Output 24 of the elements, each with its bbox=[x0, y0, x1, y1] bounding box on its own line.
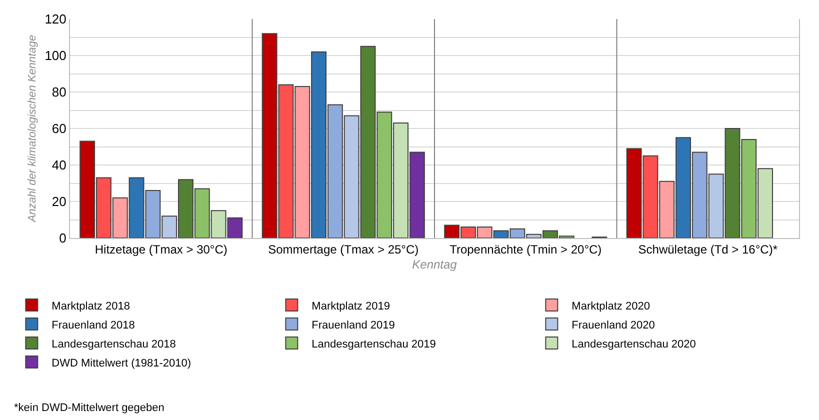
x-tick-label: Sommertage (Tmax > 25°C) bbox=[268, 242, 419, 256]
x-axis-title: Kenntag bbox=[412, 257, 458, 272]
x-tick-label: Schwületage (Td > 16°C)* bbox=[638, 242, 778, 256]
legend-label: Frauenland 2018 bbox=[52, 319, 135, 332]
y-tick-label: 0 bbox=[59, 230, 66, 246]
y-axis-title: Anzahl der klimatologischen Kenntage bbox=[26, 34, 38, 224]
legend-label: Frauenland 2020 bbox=[572, 319, 655, 332]
legend-label: Marktplatz 2018 bbox=[52, 300, 130, 312]
legend-label: DWD Mittelwert (1981-2010) bbox=[52, 357, 192, 370]
text: *kein DWD-Mittelwert gegeben bbox=[14, 402, 164, 414]
legend-label: Landesgartenschau 2018 bbox=[52, 338, 176, 350]
y-tick-label: 20 bbox=[52, 194, 66, 210]
legend-label: Landesgartenschau 2019 bbox=[312, 338, 436, 350]
y-tick-label: 40 bbox=[52, 158, 66, 173]
y-tick-label: 60 bbox=[52, 121, 66, 136]
x-tick-label: Hitzetage (Tmax > 30°C) bbox=[94, 242, 228, 256]
legend-label: Marktplatz 2019 bbox=[312, 300, 390, 312]
legend-label: Landesgartenschau 2020 bbox=[572, 338, 696, 350]
legend-label: Marktplatz 2020 bbox=[572, 300, 650, 312]
x-tick-label: Tropennächte (Tmin > 20°C) bbox=[450, 242, 602, 256]
y-tick-label: 80 bbox=[52, 84, 66, 100]
y-tick-label: 100 bbox=[44, 48, 66, 64]
y-tick-label: 120 bbox=[44, 12, 66, 27]
legend-label: Frauenland 2019 bbox=[312, 319, 395, 332]
